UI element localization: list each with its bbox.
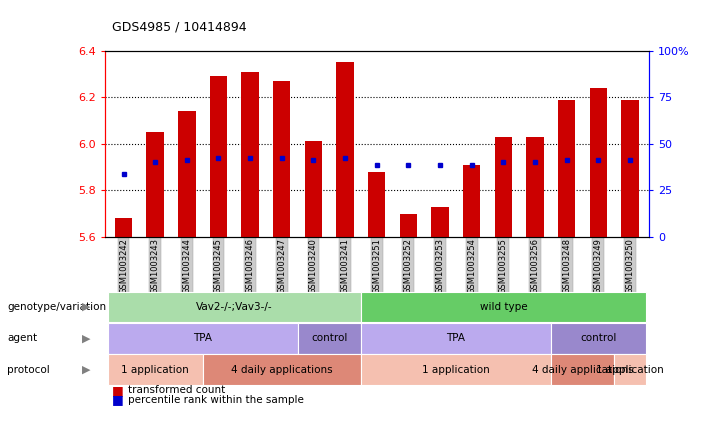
- Bar: [590, 88, 607, 237]
- Text: ▶: ▶: [81, 333, 90, 343]
- Bar: [399, 214, 417, 237]
- Text: wild type: wild type: [479, 302, 527, 312]
- Bar: [368, 172, 386, 237]
- Bar: [431, 206, 448, 237]
- Text: 1 application: 1 application: [596, 365, 664, 375]
- Text: control: control: [580, 333, 616, 343]
- Bar: [495, 137, 512, 237]
- Bar: [210, 76, 227, 237]
- Text: ▶: ▶: [81, 365, 90, 375]
- Bar: [526, 137, 544, 237]
- Text: ▶: ▶: [81, 302, 90, 312]
- Bar: [463, 165, 480, 237]
- Bar: [305, 141, 322, 237]
- Bar: [622, 99, 639, 237]
- Bar: [115, 218, 132, 237]
- Text: TPA: TPA: [193, 333, 212, 343]
- Text: protocol: protocol: [7, 365, 50, 375]
- Bar: [337, 63, 354, 237]
- Text: GDS4985 / 10414894: GDS4985 / 10414894: [112, 21, 247, 34]
- Text: TPA: TPA: [446, 333, 465, 343]
- Text: ■: ■: [112, 393, 123, 406]
- Bar: [273, 81, 291, 237]
- Text: 4 daily applications: 4 daily applications: [231, 365, 332, 375]
- Bar: [242, 72, 259, 237]
- Text: agent: agent: [7, 333, 37, 343]
- Text: genotype/variation: genotype/variation: [7, 302, 106, 312]
- Text: 1 application: 1 application: [422, 365, 490, 375]
- Text: transformed count: transformed count: [128, 385, 225, 396]
- Bar: [146, 132, 164, 237]
- Text: 4 daily applications: 4 daily applications: [531, 365, 633, 375]
- Text: control: control: [311, 333, 348, 343]
- Text: Vav2-/-;Vav3-/-: Vav2-/-;Vav3-/-: [196, 302, 273, 312]
- Text: ■: ■: [112, 384, 123, 397]
- Text: 1 application: 1 application: [121, 365, 189, 375]
- Bar: [558, 99, 575, 237]
- Text: percentile rank within the sample: percentile rank within the sample: [128, 395, 304, 405]
- Bar: [178, 111, 195, 237]
